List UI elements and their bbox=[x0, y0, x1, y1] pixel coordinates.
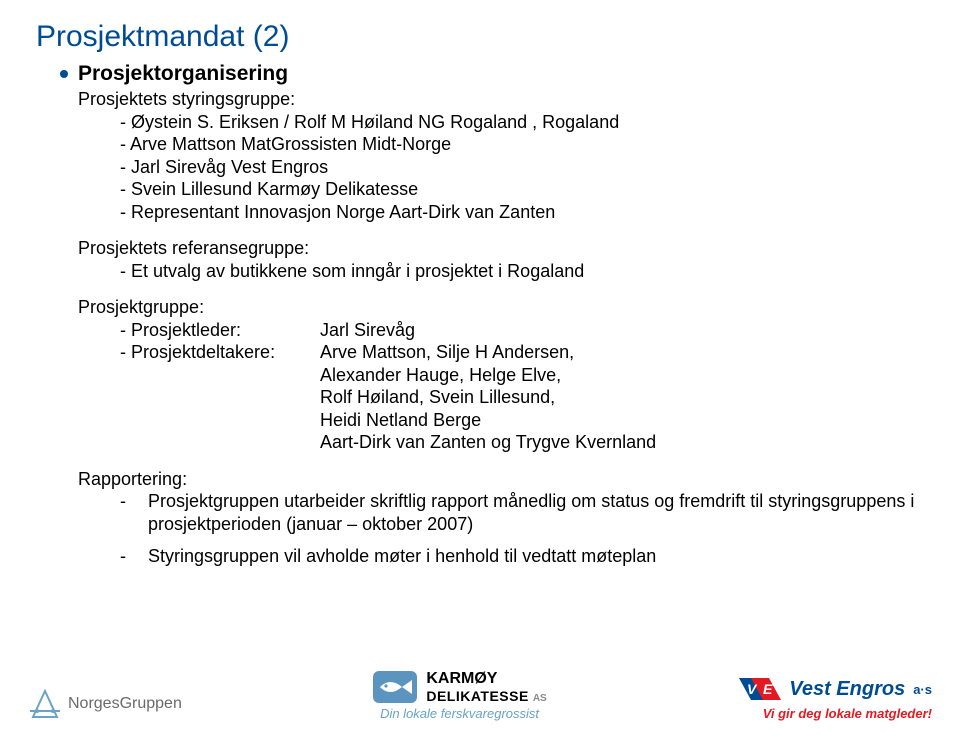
rep-text: Styringsgruppen vil avholde møter i henh… bbox=[148, 545, 924, 568]
rep-dash: - bbox=[120, 490, 148, 535]
org-heading: Prosjektorganisering bbox=[78, 62, 288, 86]
list-item: Rolf Høiland, Svein Lillesund, bbox=[120, 386, 924, 409]
list-item: - Svein Lillesund Karmøy Delikatesse bbox=[120, 178, 924, 201]
referanse-list: - Et utvalg av butikkene som inngår i pr… bbox=[120, 260, 924, 283]
list-item: - Styringsgruppen vil avholde møter i he… bbox=[120, 545, 924, 568]
rapportering-label: Rapportering: bbox=[78, 468, 924, 491]
referanse-block: Prosjektets referansegruppe: - Et utvalg… bbox=[78, 237, 924, 282]
list-item: - Arve Mattson MatGrossisten Midt-Norge bbox=[120, 133, 924, 156]
karmoy-line2: DELIKATESSE bbox=[426, 688, 528, 704]
styringsgruppe-list: - Øystein S. Eriksen / Rolf M Høiland NG… bbox=[120, 111, 924, 224]
norgesgruppen-name: NorgesGruppen bbox=[68, 695, 182, 713]
list-item: - Prosjektgruppen utarbeider skriftlig r… bbox=[120, 490, 924, 535]
bullet-row: Prosjektorganisering bbox=[60, 62, 924, 86]
karmoy-line1: KARMØY bbox=[426, 670, 546, 688]
pg-label: - Prosjektleder: bbox=[120, 319, 320, 342]
karmoy-as: AS bbox=[533, 693, 547, 704]
vest-flag-icon: V E bbox=[737, 674, 781, 704]
prosjektgruppe-block: Prosjektgruppe: - Prosjektleder: Jarl Si… bbox=[78, 296, 924, 454]
vest-tagline: Vi gir deg lokale matgleder! bbox=[763, 706, 932, 721]
vest-as: a·s bbox=[913, 682, 932, 697]
pg-value: Arve Mattson, Silje H Andersen, bbox=[320, 341, 924, 364]
vest-row: V E Vest Engros a·s bbox=[737, 674, 932, 704]
karmoy-logo: KARMØY DELIKATESSE AS Din lokale ferskva… bbox=[372, 670, 546, 721]
karmoy-tagline: Din lokale ferskvaregrossist bbox=[380, 706, 539, 721]
pg-value: Alexander Hauge, Helge Elve, bbox=[320, 364, 924, 387]
styringsgruppe-label: Prosjektets styringsgruppe: bbox=[78, 88, 924, 111]
pg-label bbox=[120, 409, 320, 432]
prosjektgruppe-label: Prosjektgruppe: bbox=[78, 296, 924, 319]
karmoy-name-block: KARMØY DELIKATESSE AS bbox=[426, 670, 546, 704]
svg-text:E: E bbox=[763, 681, 773, 697]
pg-label: - Prosjektdeltakere: bbox=[120, 341, 320, 364]
rep-text: Prosjektgruppen utarbeider skriftlig rap… bbox=[148, 490, 924, 535]
pg-value: Aart-Dirk van Zanten og Trygve Kvernland bbox=[320, 431, 924, 454]
list-item: Alexander Hauge, Helge Elve, bbox=[120, 364, 924, 387]
list-item: Heidi Netland Berge bbox=[120, 409, 924, 432]
footer: NorgesGruppen KARMØY DELIKATESSE AS Din … bbox=[0, 647, 960, 721]
pg-label bbox=[120, 386, 320, 409]
rapportering-block: Rapportering: - Prosjektgruppen utarbeid… bbox=[78, 468, 924, 568]
page-title: Prosjektmandat (2) bbox=[36, 20, 924, 54]
vest-engros-logo: V E Vest Engros a·s Vi gir deg lokale ma… bbox=[737, 674, 932, 721]
list-item: - Øystein S. Eriksen / Rolf M Høiland NG… bbox=[120, 111, 924, 134]
karmoy-top: KARMØY DELIKATESSE AS bbox=[372, 670, 546, 704]
prosjektgruppe-list: - Prosjektleder: Jarl Sirevåg - Prosjekt… bbox=[120, 319, 924, 454]
pg-label bbox=[120, 431, 320, 454]
list-item: - Jarl Sirevåg Vest Engros bbox=[120, 156, 924, 179]
rapportering-list: - Prosjektgruppen utarbeider skriftlig r… bbox=[120, 490, 924, 568]
list-item: - Prosjektleder: Jarl Sirevåg bbox=[120, 319, 924, 342]
styringsgruppe-block: Prosjektets styringsgruppe: - Øystein S.… bbox=[78, 88, 924, 223]
pg-value: Jarl Sirevåg bbox=[320, 319, 924, 342]
pg-value: Heidi Netland Berge bbox=[320, 409, 924, 432]
rep-dash: - bbox=[120, 545, 148, 568]
norgesgruppen-logo: NorgesGruppen bbox=[28, 687, 182, 721]
list-item: - Prosjektdeltakere: Arve Mattson, Silje… bbox=[120, 341, 924, 364]
list-item: Aart-Dirk van Zanten og Trygve Kvernland bbox=[120, 431, 924, 454]
norgesgruppen-icon bbox=[28, 687, 62, 721]
slide: Prosjektmandat (2) Prosjektorganisering … bbox=[0, 0, 960, 568]
bullet-dot-icon bbox=[60, 70, 68, 78]
vest-name: Vest Engros bbox=[789, 678, 905, 701]
list-item: - Representant Innovasjon Norge Aart-Dir… bbox=[120, 201, 924, 224]
pg-label bbox=[120, 364, 320, 387]
list-item: - Et utvalg av butikkene som inngår i pr… bbox=[120, 260, 924, 283]
referanse-label: Prosjektets referansegruppe: bbox=[78, 237, 924, 260]
fish-icon bbox=[372, 670, 418, 704]
pg-value: Rolf Høiland, Svein Lillesund, bbox=[320, 386, 924, 409]
